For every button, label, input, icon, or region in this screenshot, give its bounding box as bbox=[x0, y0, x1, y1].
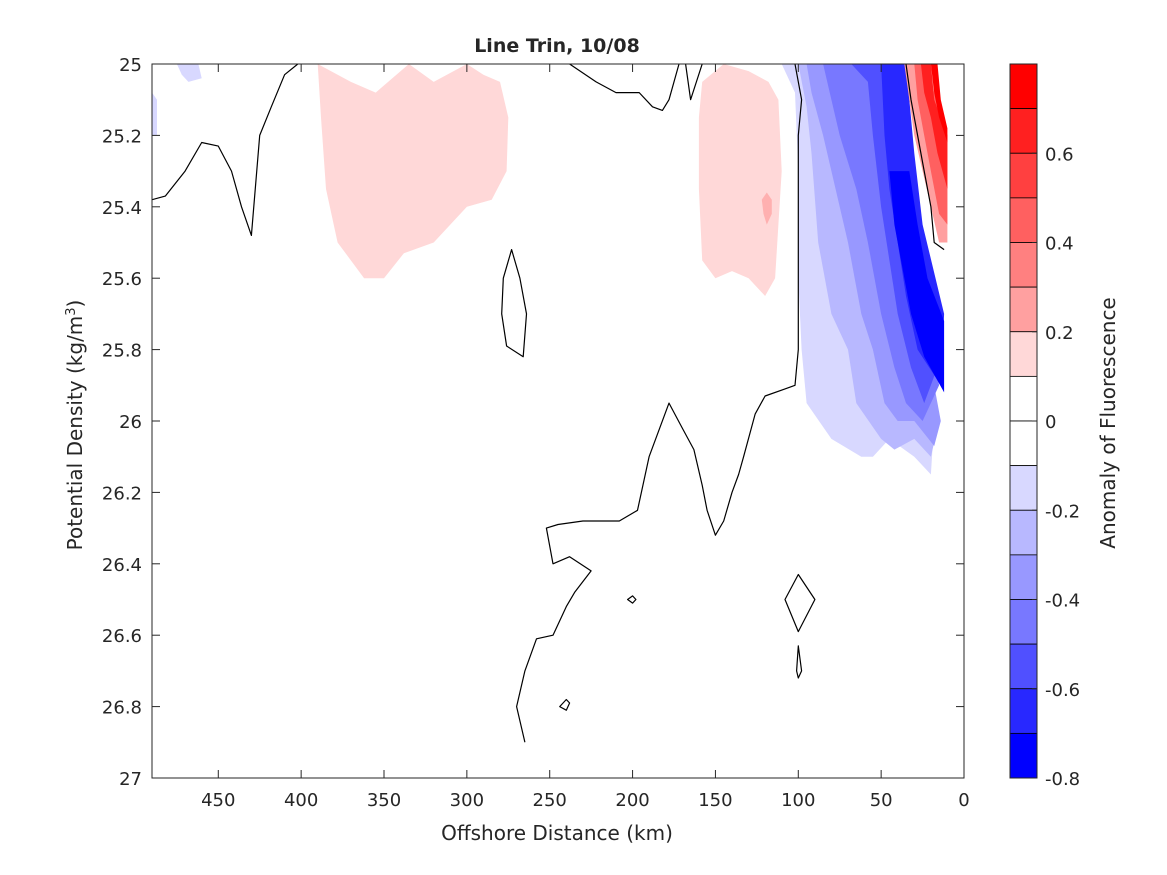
x-tick-label: 300 bbox=[450, 790, 484, 811]
colorbar-label: Anomaly of Fluorescence bbox=[1096, 297, 1120, 548]
y-tick-label: 25.6 bbox=[102, 269, 142, 290]
contour-zero-contour-loop-c bbox=[795, 645, 803, 679]
colorbar-swatch bbox=[1009, 509, 1038, 556]
colorbar-swatch bbox=[1009, 242, 1038, 288]
colorbar-swatch bbox=[1009, 732, 1038, 779]
x-tick-label: 400 bbox=[284, 790, 318, 811]
colorbar-tick-label: 0.2 bbox=[1045, 323, 1074, 344]
colorbar-tick-label: 0 bbox=[1045, 412, 1056, 433]
x-tick-label: 200 bbox=[615, 790, 649, 811]
x-tick-label: 100 bbox=[781, 790, 815, 811]
y-tick-label: 26.4 bbox=[102, 555, 142, 576]
colorbar-tick-label: -0.2 bbox=[1045, 501, 1080, 522]
y-tick-label: 27 bbox=[119, 769, 142, 790]
x-tick-label: 450 bbox=[201, 790, 235, 811]
colorbar-swatch bbox=[1009, 465, 1038, 511]
y-tick-label: 25 bbox=[119, 55, 142, 76]
y-axis: 25 25.2 25.4 25.6 25.8 26 26.2 26.4 26.6 26.8 27 bbox=[102, 55, 964, 790]
colorbar-tick-label: -0.6 bbox=[1045, 680, 1080, 701]
region-pink-patch-offshore bbox=[317, 64, 509, 279]
colorbar-swatch bbox=[1009, 197, 1038, 243]
contour-zero-contour-loop-a bbox=[501, 249, 528, 358]
colorbar: 0.6 0.4 0.2 0 -0.2 -0.4 -0.6 -0.8 bbox=[1009, 63, 1080, 790]
colorbar-tick-label: 0.4 bbox=[1045, 234, 1074, 255]
y-tick-label: 26.6 bbox=[102, 626, 142, 647]
colorbar-swatch bbox=[1009, 420, 1038, 467]
region-red-level-3 bbox=[920, 64, 948, 189]
y-tick-label: 25.4 bbox=[102, 198, 142, 219]
region-pink-streak bbox=[761, 192, 772, 225]
y-tick-label: 26 bbox=[119, 412, 142, 433]
region-blue-level-7 bbox=[889, 171, 945, 393]
y-tick-label: 25.8 bbox=[102, 341, 142, 362]
contour-zero-contour-top-dips-2 bbox=[569, 64, 680, 112]
y-tick-label: 26.2 bbox=[102, 483, 142, 504]
x-axis-label: Offshore Distance (km) bbox=[441, 821, 673, 845]
colorbar-swatch bbox=[1009, 286, 1038, 333]
contour-zero-contour-top-dips bbox=[685, 64, 703, 101]
colorbar-swatch bbox=[1009, 375, 1038, 422]
region-red-level-2 bbox=[914, 64, 948, 225]
colorbar-tick-label: 0.6 bbox=[1045, 144, 1074, 165]
colorbar-tick-label: -0.8 bbox=[1045, 769, 1080, 790]
contour-zero-contour-loop-e bbox=[626, 595, 637, 604]
contour-zero-contour-offshore bbox=[152, 64, 299, 236]
y-tick-label: 25.2 bbox=[102, 126, 142, 147]
colorbar-swatch bbox=[1009, 643, 1038, 690]
contour-zero-contour-loop-b bbox=[784, 573, 816, 633]
x-tick-label: 0 bbox=[958, 790, 969, 811]
contour-zero-contour-loop-d bbox=[559, 698, 571, 711]
colorbar-swatch bbox=[1009, 331, 1038, 377]
colorbar-swatch bbox=[1009, 108, 1038, 154]
colorbar-swatch bbox=[1009, 554, 1038, 600]
x-tick-label: 250 bbox=[533, 790, 567, 811]
y-tick-label: 26.8 bbox=[102, 698, 142, 719]
region-pink-patch-nearshore bbox=[698, 64, 782, 296]
chart-title: Line Trin, 10/08 bbox=[474, 35, 640, 57]
colorbar-swatch bbox=[1009, 152, 1038, 199]
colorbar-swatch bbox=[1009, 63, 1038, 110]
region-blue-patch-offshore bbox=[176, 64, 202, 82]
y-axis-label: Potential Density (kg/m3) bbox=[63, 300, 87, 551]
region-blue-sliver-edge bbox=[152, 92, 157, 136]
colorbar-swatch bbox=[1009, 599, 1038, 645]
colorbar-swatch bbox=[1009, 688, 1038, 734]
x-tick-label: 350 bbox=[367, 790, 401, 811]
contour-zero-contour-nearshore bbox=[905, 64, 945, 251]
colorbar-tick-label: -0.4 bbox=[1045, 591, 1080, 612]
x-tick-label: 50 bbox=[870, 790, 893, 811]
x-axis: 450 400 350 300 250 200 150 100 50 0 bbox=[201, 64, 970, 811]
x-tick-label: 150 bbox=[698, 790, 732, 811]
region-red-level-4 bbox=[930, 64, 948, 143]
plot-area bbox=[151, 63, 965, 779]
contour-zero-contour-central bbox=[515, 64, 803, 743]
